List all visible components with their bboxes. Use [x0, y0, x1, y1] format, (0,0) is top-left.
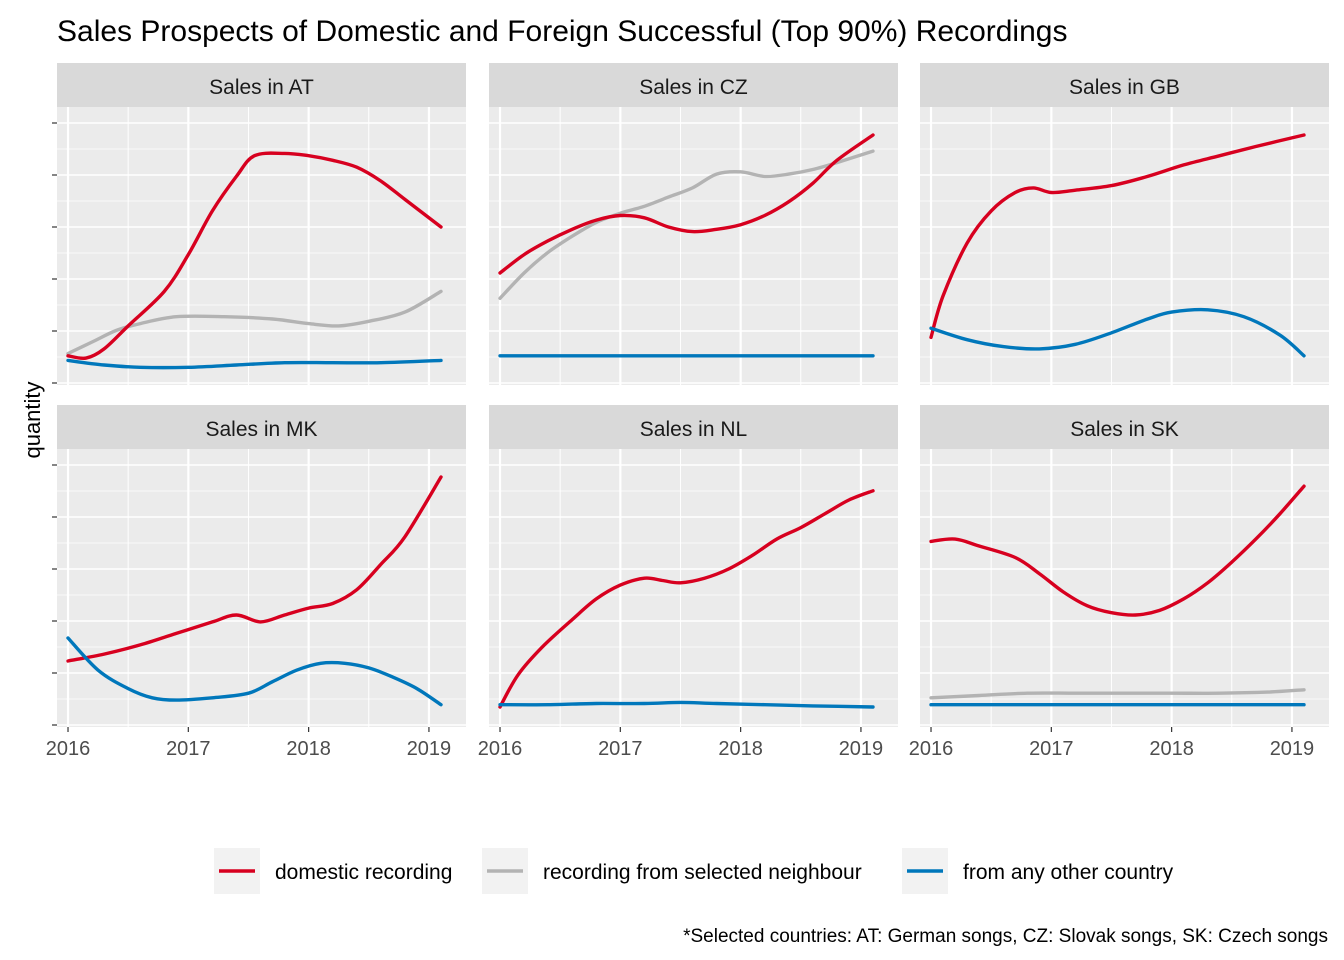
facet-panel: Sales in CZ [489, 63, 898, 385]
facet-strip [920, 405, 1329, 449]
x-tick-label: 2019 [407, 738, 452, 760]
legend: domestic recording recording from selecte… [214, 848, 1174, 894]
legend-label: domestic recording [275, 861, 452, 884]
series-line-domestic [66, 151, 443, 361]
series-line-domestic [498, 489, 875, 709]
x-tick-label: 2018 [1149, 738, 1194, 760]
series-line-domestic [929, 484, 1306, 617]
x-tick-label: 2016 [46, 738, 90, 760]
legend-label: recording from selected neighbour [543, 861, 862, 884]
x-tick-label: 2017 [166, 738, 211, 760]
series-line-domestic [929, 133, 1306, 340]
series-line-other [66, 358, 443, 370]
x-tick-label: 2019 [1270, 738, 1315, 760]
facet-label: Sales in NL [640, 418, 747, 441]
facet-panels: Sales in AT Sales in CZ Sales in GB Sales i… [46, 63, 1329, 760]
series-line-other [498, 700, 875, 709]
x-tick-label: 2019 [839, 738, 884, 760]
caption: *Selected countries: AT: German songs, C… [683, 926, 1328, 947]
x-tick-label: 2018 [286, 738, 331, 760]
legend-item: from any other country [902, 848, 1174, 894]
facet-label: Sales in AT [209, 76, 314, 99]
facet-strip [489, 405, 898, 449]
series-line-other [929, 307, 1306, 358]
facet-label: Sales in SK [1070, 418, 1179, 441]
legend-label: from any other country [963, 861, 1174, 884]
x-tick-label: 2018 [718, 738, 763, 760]
series-line-neighbour [929, 688, 1306, 700]
series-line-other [66, 636, 443, 707]
facet-strip [57, 63, 466, 107]
x-tick-label: 2017 [1029, 738, 1074, 760]
facet-panel: Sales in GB [920, 63, 1329, 385]
panel-background [920, 107, 1329, 385]
facet-label: Sales in GB [1069, 76, 1180, 99]
legend-item: recording from selected neighbour [482, 848, 862, 894]
facet-panel: Sales in NL 2016 2017 2018 2019 [478, 405, 898, 760]
facet-strip [489, 63, 898, 107]
facet-panel: Sales in AT [52, 63, 466, 385]
series-line-domestic [66, 475, 443, 663]
x-tick-label: 2016 [909, 738, 954, 760]
facet-label: Sales in CZ [639, 76, 748, 99]
facet-label: Sales in MK [205, 418, 317, 441]
panel-background [489, 449, 898, 727]
series-line-neighbour [498, 149, 875, 300]
x-tick-label: 2017 [598, 738, 643, 760]
y-axis-label: quantity [20, 381, 45, 458]
facet-strip [920, 63, 1329, 107]
panel-background [920, 449, 1329, 727]
facet-strip [57, 405, 466, 449]
series-line-neighbour [66, 289, 443, 356]
chart-title: Sales Prospects of Domestic and Foreign … [57, 15, 1067, 48]
facet-panel: Sales in SK 2016 2017 2018 2019 [909, 405, 1329, 760]
facet-panel: Sales in MK 2016 2017 2018 2019 [46, 405, 466, 760]
legend-item: domestic recording [214, 848, 452, 894]
x-tick-label: 2016 [478, 738, 523, 760]
series-line-domestic [498, 133, 875, 275]
